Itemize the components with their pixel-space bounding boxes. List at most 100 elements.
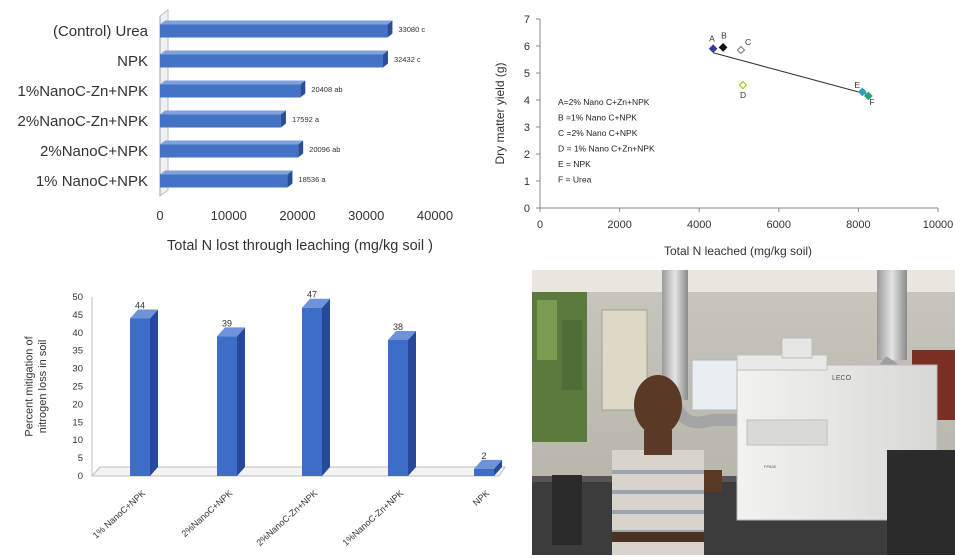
category-label: (Control) Urea <box>53 23 149 40</box>
data-label: 20408 ab <box>311 85 342 94</box>
bar-top-face <box>474 459 502 469</box>
mitigation-bar-chart-svg: 0 5 10 15 20 25 30 35 40 45 50 44 1% NanoC+NPK 39 2%Na… <box>24 290 506 548</box>
x-tick-label: NPK <box>471 488 491 508</box>
y-tick-label: 35 <box>72 346 83 357</box>
y-tick-label: 10 <box>72 435 83 446</box>
leaching-bar-chart: (Control) Urea 33080 c NPK 32432 c 1%NanoC-Z… <box>0 0 478 270</box>
x-axis-label: Total N leached (mg/kg soil) <box>664 244 812 258</box>
x-tick-label: 6000 <box>767 219 791 231</box>
bar <box>160 144 299 158</box>
person-belt <box>612 532 704 542</box>
data-point <box>864 91 873 101</box>
y-axis-label-line: nitrogen loss in soil <box>37 340 49 434</box>
bar <box>474 468 494 476</box>
x-tick-label: 10000 <box>211 208 247 223</box>
y-axis-label: Percent mitigation ofnitrogen loss in so… <box>24 335 49 436</box>
y-tick-label: 50 <box>72 292 83 303</box>
data-label: 44 <box>135 300 145 310</box>
data-label: 20096 ab <box>309 145 340 154</box>
x-tick-label: 4000 <box>687 219 711 231</box>
data-point <box>718 43 728 52</box>
person-head <box>634 375 682 435</box>
chart1-side-wall <box>159 9 169 197</box>
data-label: 2 <box>481 451 486 461</box>
y-tick-label: 3 <box>524 122 530 134</box>
lab-ceiling <box>532 270 955 292</box>
bar-end-face <box>287 170 293 188</box>
chart3-text: 0 5 10 15 20 25 30 35 40 45 50 44 1% NanoC+NPK 39 2%Na… <box>24 290 492 548</box>
category-label: NPK <box>117 53 148 70</box>
category-label: 1%NanoC-Zn+NPK <box>18 83 148 100</box>
y-tick-label: 40 <box>72 328 83 339</box>
y-tick-label: 5 <box>78 453 83 464</box>
chart3-bars <box>130 298 502 476</box>
instrument-model: FP828 <box>764 464 777 469</box>
chart2-points <box>708 43 873 101</box>
chart2-axes <box>536 18 939 212</box>
leaching-bar-chart-svg: (Control) Urea 33080 c NPK 32432 c 1%NanoC-Z… <box>18 9 454 254</box>
x-axis-label: Total N lost through leaching (mg/kg soi… <box>167 238 433 254</box>
x-tick-label: 1% NanoC+NPK <box>91 488 148 540</box>
chart2-text: 0 1 2 3 4 5 6 7 0 2000 4000 6000 8000 10000 A B C D EF A=2%… <box>493 14 953 258</box>
y-tick-label: 0 <box>524 203 530 215</box>
legend-entry: F = Urea <box>558 175 592 185</box>
category-label: 2%NanoC+NPK <box>40 143 148 160</box>
bar <box>217 336 237 476</box>
yield-scatter-chart-svg: 0 1 2 3 4 5 6 7 0 2000 4000 6000 8000 10000 A B C D EF A=2%… <box>493 14 953 258</box>
x-tick-label: 40000 <box>417 208 453 223</box>
x-tick-label: 20000 <box>279 208 315 223</box>
y-tick-label: 7 <box>524 14 530 26</box>
y-tick-label: 6 <box>524 41 530 53</box>
data-label: 39 <box>222 318 232 328</box>
legend-entry: E = NPK <box>558 159 591 169</box>
data-label: 17592 a <box>292 115 320 124</box>
bar-end-face <box>382 50 388 68</box>
bar-end-face <box>387 20 393 38</box>
y-tick-label: 5 <box>524 68 530 80</box>
x-tick-label: 0 <box>156 208 163 223</box>
instrument-brand: LECO <box>832 375 852 382</box>
x-tick-label: 10000 <box>923 219 954 231</box>
legend-entry: D = 1% Nano C+Zn+NPK <box>558 144 655 154</box>
y-axis-label-line: Percent mitigation of <box>24 335 36 436</box>
category-label: 2%NanoC-Zn+NPK <box>18 113 148 130</box>
bar <box>160 174 288 188</box>
person-hand <box>704 470 722 492</box>
bar-side-face <box>408 330 416 476</box>
bar-top-face <box>160 80 306 85</box>
bar-top-face <box>160 20 393 25</box>
bar-end-face <box>300 80 306 98</box>
bar-top-face <box>160 140 304 145</box>
y-tick-label: 20 <box>72 399 83 410</box>
lab-chair <box>552 475 582 545</box>
bar-top-face <box>130 309 158 319</box>
y-tick-label: 15 <box>72 417 83 428</box>
bar <box>160 114 281 128</box>
bar-top-face <box>160 50 388 55</box>
bar-top-face <box>217 327 245 337</box>
lab-photo: LECO FP828 <box>532 270 955 555</box>
x-tick-label: 1%NanoC-Zn+NPK <box>340 488 405 548</box>
category-label: 1% NanoC+NPK <box>36 173 148 190</box>
point-label: A <box>709 34 715 44</box>
y-tick-label: 2 <box>524 149 530 161</box>
bar <box>160 54 383 68</box>
mitigation-bar-chart: 0 5 10 15 20 25 30 35 40 45 50 44 1% NanoC+NPK 39 2%Na… <box>0 272 528 555</box>
y-tick-label: 0 <box>78 471 83 482</box>
chart1-text: (Control) Urea 33080 c NPK 32432 c 1%NanoC-Z… <box>18 23 454 254</box>
data-point <box>708 44 718 54</box>
bar-side-face <box>237 327 245 476</box>
y-tick-label: 30 <box>72 364 83 375</box>
person <box>612 375 722 555</box>
bar-end-face <box>298 140 304 158</box>
data-label: 38 <box>393 322 403 332</box>
y-tick-label: 1 <box>524 176 530 188</box>
legend-entry: C =2% Nano C+NPK <box>558 128 638 138</box>
chart1-axes <box>159 9 169 197</box>
data-point <box>858 87 867 97</box>
point-label: F <box>869 97 874 107</box>
bar-side-face <box>494 459 502 476</box>
data-label: 18536 a <box>298 175 326 184</box>
bar-top-face <box>160 110 286 115</box>
bar <box>388 339 408 476</box>
